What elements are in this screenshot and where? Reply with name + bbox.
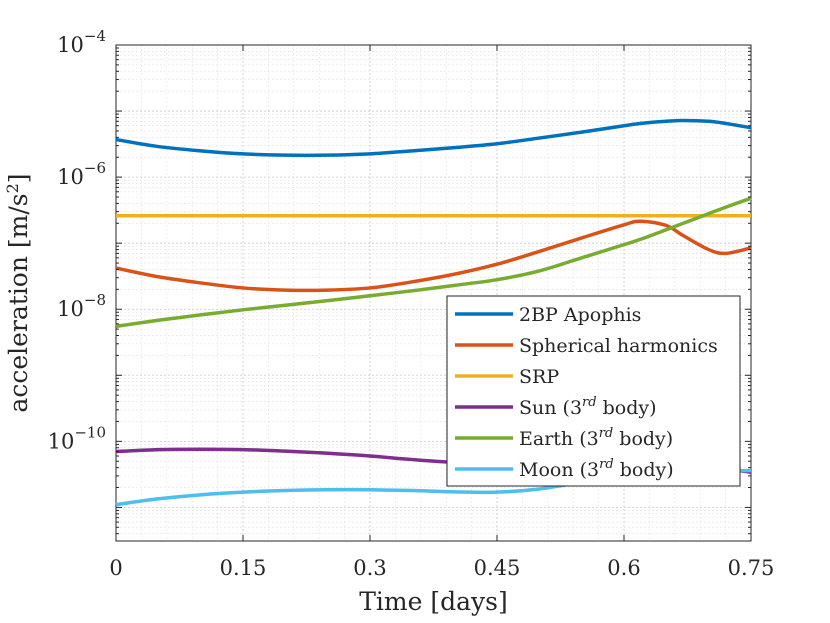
plot-area [115, 44, 752, 542]
x-tick-label: 0.75 [728, 556, 775, 580]
series-line-2bp-apophis [115, 118, 752, 158]
legend: 2BP Apophis Spherical harmonics SRP Sun (3r… [446, 295, 741, 487]
series-line-earth-3rd-body [115, 196, 752, 329]
legend-label-srp: SRP [519, 366, 559, 388]
x-tick-label: 0.45 [474, 556, 521, 580]
legend-label-2bp-apophis: 2BP Apophis [519, 304, 641, 326]
x-tick-label: 0.3 [353, 556, 386, 580]
x-tick-label: 0 [109, 556, 122, 580]
legend-label-sun-3rd-body: Sun (3rd body) [519, 395, 657, 419]
legend-label-earth-3rd-body: Earth (3rd body) [519, 426, 673, 450]
y-tick-label: 10−6 [57, 159, 106, 189]
x-tick-label: 0.6 [607, 556, 640, 580]
x-axis-label: Time [days] [359, 587, 508, 616]
legend-box [446, 295, 741, 487]
x-tick-label: 0.15 [220, 556, 267, 580]
legend-label-moon-3rd-body: Moon (3rd body) [519, 457, 674, 481]
y-tick-label: 10−10 [48, 423, 106, 453]
legend-label-spherical-harmonics: Spherical harmonics [519, 335, 718, 357]
y-axis-label: acceleration [m/s2] [3, 173, 33, 412]
series-line-spherical-harmonics [115, 219, 752, 293]
axes: 0 0.15 0.3 0.45 0.6 0.75 10−4 10−6 10−8 10−10 [48, 27, 775, 580]
y-tick-label: 10−8 [57, 291, 106, 321]
y-tick-label: 10−4 [57, 27, 106, 57]
